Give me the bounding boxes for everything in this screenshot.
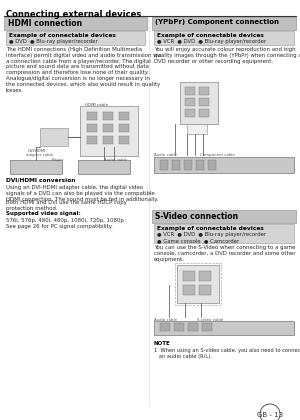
Bar [103, 124, 113, 132]
Text: ● Game console  ● Camcorder: ● Game console ● Camcorder [157, 238, 239, 243]
Bar [199, 271, 211, 281]
Bar [80, 106, 138, 156]
Text: 576i, 576p, 480i, 480p, 1080i, 720p, 1080p
See page 26 for PC signal compatibili: 576i, 576p, 480i, 480p, 1080i, 720p, 108… [6, 218, 124, 229]
Bar [172, 160, 180, 170]
Text: Example of connectable devices: Example of connectable devices [9, 33, 116, 38]
Text: HDMI connection: HDMI connection [8, 19, 82, 28]
Bar [177, 265, 219, 303]
Text: NOTE: NOTE [154, 341, 171, 346]
Text: (YPbPr) Component connection: (YPbPr) Component connection [155, 19, 279, 25]
Bar [185, 109, 195, 117]
Text: ● DVD  ● Blu-ray player/recorder: ● DVD ● Blu-ray player/recorder [9, 39, 98, 44]
Bar [87, 112, 97, 120]
Text: HDMI cable: HDMI cable [85, 103, 108, 107]
Bar [184, 160, 192, 170]
Bar [187, 124, 207, 134]
Text: GB - 13: GB - 13 [257, 412, 283, 418]
Text: ● VCR  ● DVD  ● Blu-ray player/recorder: ● VCR ● DVD ● Blu-ray player/recorder [157, 232, 266, 237]
Bar [87, 124, 97, 132]
Text: S-Video connection: S-Video connection [155, 212, 238, 221]
Bar [78, 160, 130, 174]
Bar [160, 323, 170, 331]
Bar [185, 98, 195, 106]
Text: ● VCR  ● DVD  ● Blu-ray player/recorder: ● VCR ● DVD ● Blu-ray player/recorder [157, 39, 266, 44]
Bar [152, 210, 296, 223]
Bar [4, 17, 147, 30]
Text: Example of connectable devices: Example of connectable devices [157, 33, 264, 38]
Bar [180, 82, 218, 124]
Bar [154, 31, 294, 45]
Bar [175, 263, 221, 305]
Text: You can use the S-Video when connecting to a game
console, camcorder, a DVD reco: You can use the S-Video when connecting … [154, 245, 296, 262]
Text: Component cable: Component cable [200, 153, 235, 157]
Text: Audio cable: Audio cable [154, 318, 177, 322]
Bar [154, 157, 294, 173]
Bar [152, 17, 296, 30]
Text: S-video cable: S-video cable [197, 318, 223, 322]
Bar [119, 124, 129, 132]
Bar [103, 136, 113, 144]
Text: adapter cable: adapter cable [26, 153, 53, 157]
Bar [199, 87, 209, 95]
Bar [188, 323, 198, 331]
Bar [10, 160, 62, 174]
Bar [87, 136, 97, 144]
Bar [160, 160, 168, 170]
Bar [154, 321, 294, 335]
Text: Using an DVI-HDMI adapter cable, the digital video
signals of a DVD can also be : Using an DVI-HDMI adapter cable, the dig… [6, 185, 158, 202]
Bar [183, 285, 195, 295]
Bar [154, 224, 294, 243]
Bar [6, 31, 145, 45]
Text: Audio cable: Audio cable [104, 158, 127, 162]
Text: The HDMI connections (High Definition Multimedia
Interface) permit digital video: The HDMI connections (High Definition Mu… [6, 47, 161, 92]
Bar [119, 112, 129, 120]
Bar [174, 323, 184, 331]
Bar [196, 160, 204, 170]
Text: Both HDMI and DVI use the same HDCP copy
protection method.: Both HDMI and DVI use the same HDCP copy… [6, 200, 127, 211]
Bar [208, 160, 216, 170]
Bar [103, 112, 113, 120]
Text: Player: Player [52, 158, 64, 162]
Bar [199, 98, 209, 106]
Text: You will enjoy accurate colour reproduction and high
quality images through the : You will enjoy accurate colour reproduct… [154, 47, 300, 63]
Text: Example of connectable devices: Example of connectable devices [157, 226, 264, 231]
Bar [40, 128, 68, 146]
Text: Audio cable: Audio cable [154, 153, 177, 157]
Text: 1  When using an S-video cable, you also need to connect
   an audio cable (R/L): 1 When using an S-video cable, you also … [154, 348, 300, 359]
Bar [119, 136, 129, 144]
Text: DVI/HDMI: DVI/HDMI [28, 149, 46, 153]
Text: DVI/HDMI conversion: DVI/HDMI conversion [6, 178, 76, 183]
Bar [185, 87, 195, 95]
Text: Connecting external devices: Connecting external devices [6, 10, 141, 19]
Bar [199, 285, 211, 295]
Text: Supported video signal:: Supported video signal: [6, 211, 81, 216]
Bar [183, 271, 195, 281]
Bar [202, 323, 212, 331]
Bar [199, 109, 209, 117]
